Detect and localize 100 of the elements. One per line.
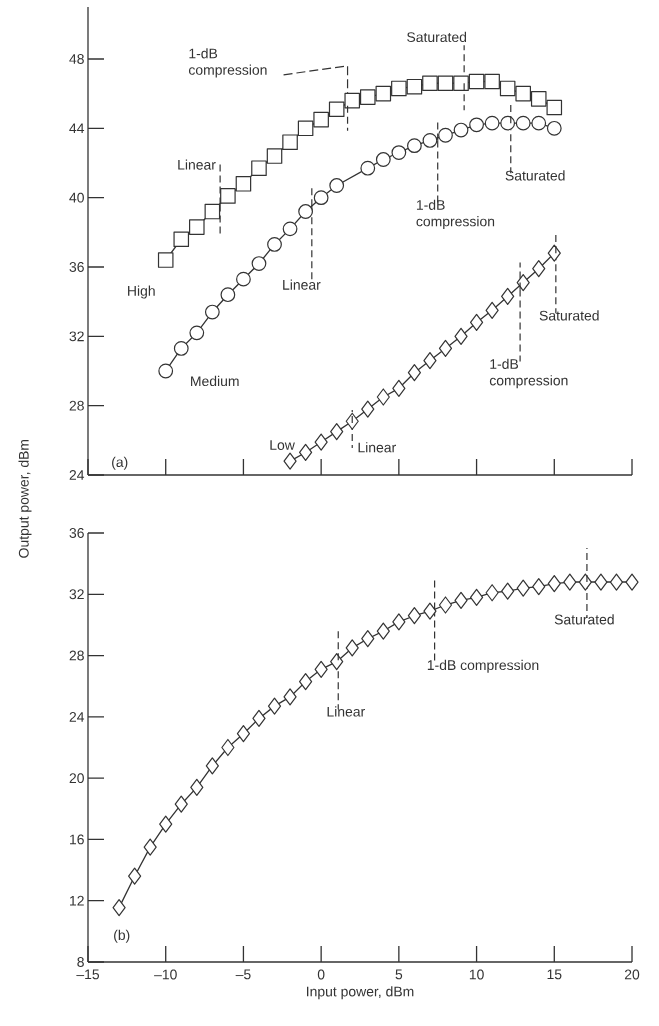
point <box>454 327 468 345</box>
annotation: Saturated <box>505 170 565 181</box>
y-tick-label: 8 <box>77 957 84 967</box>
annotation: 1-dB compression <box>188 48 267 78</box>
y-tick-label: 32 <box>69 589 84 600</box>
point <box>252 709 266 727</box>
point <box>468 73 485 90</box>
point <box>469 117 484 133</box>
point <box>485 301 499 319</box>
point <box>283 688 297 706</box>
point <box>391 145 407 160</box>
point <box>157 252 174 268</box>
point <box>546 120 562 136</box>
series-label: High <box>128 285 155 299</box>
x-tick-label: 0 <box>317 969 325 980</box>
x-tick-label: 15 <box>547 969 562 980</box>
point <box>484 115 500 131</box>
point <box>423 351 437 370</box>
annotation: 1-dB compression <box>427 659 539 673</box>
annotation: Linear <box>178 159 216 170</box>
annotation: 1-dB compression <box>489 358 568 389</box>
point <box>174 795 188 813</box>
point <box>469 588 484 606</box>
point <box>158 363 174 379</box>
point <box>422 75 438 92</box>
y-tick-label: 48 <box>69 54 84 64</box>
point <box>454 591 468 610</box>
point <box>173 231 190 248</box>
point <box>282 134 298 150</box>
point <box>438 596 453 614</box>
point <box>221 738 235 757</box>
point <box>267 697 282 715</box>
point <box>236 725 251 743</box>
point <box>299 673 313 691</box>
point <box>330 653 344 671</box>
point <box>406 78 423 95</box>
point <box>283 452 297 470</box>
point <box>267 237 282 252</box>
point <box>392 613 406 631</box>
point <box>361 400 375 418</box>
point <box>499 80 516 97</box>
y-tick-label: 24 <box>69 470 85 480</box>
point <box>235 175 252 192</box>
point <box>484 73 500 90</box>
point <box>266 148 283 164</box>
series-label: Low <box>270 440 295 450</box>
point <box>407 607 421 625</box>
point <box>298 204 313 219</box>
annotation: (a) <box>112 456 128 470</box>
point <box>515 85 531 102</box>
point <box>594 573 608 591</box>
y-tick-label: 44 <box>69 123 85 134</box>
point <box>530 91 547 107</box>
point <box>112 899 126 917</box>
point <box>547 244 561 262</box>
x-tick-label: –5 <box>235 969 251 980</box>
y-tick-label: 32 <box>69 331 84 342</box>
point <box>375 152 391 167</box>
point <box>438 127 453 143</box>
point <box>376 622 390 640</box>
y-tick-label: 12 <box>70 895 84 906</box>
point <box>359 89 376 105</box>
point <box>220 188 236 204</box>
point <box>437 75 454 92</box>
annotation: Linear <box>283 279 321 290</box>
point <box>143 838 157 856</box>
point <box>532 260 546 278</box>
x-tick-label: 10 <box>469 969 484 980</box>
y-tick-label: 36 <box>69 528 84 538</box>
point <box>563 573 577 591</box>
y-tick-label: 40 <box>69 192 84 203</box>
point <box>314 433 328 451</box>
y-tick-label: 24 <box>69 711 85 722</box>
point <box>469 313 484 332</box>
point <box>159 815 173 833</box>
point <box>453 75 469 92</box>
point <box>344 92 361 109</box>
point <box>375 85 392 102</box>
x-tick-label: 20 <box>624 969 640 980</box>
point <box>345 639 359 657</box>
point <box>516 273 530 292</box>
annotation: Saturated <box>554 614 614 625</box>
x-axis-title: Input power, dBm <box>307 986 414 1000</box>
annotation: (b) <box>114 929 130 943</box>
point <box>546 99 563 116</box>
point <box>625 573 639 591</box>
point <box>501 582 515 600</box>
point <box>392 379 406 397</box>
point <box>220 287 236 303</box>
annotation: Saturated <box>407 31 467 43</box>
point <box>423 602 437 620</box>
point <box>516 579 530 597</box>
y-tick-label: 16 <box>70 834 84 845</box>
point <box>314 660 328 678</box>
point <box>204 304 220 320</box>
annotation: Linear <box>358 442 396 453</box>
point <box>532 578 546 596</box>
point <box>407 364 421 382</box>
point <box>515 115 531 131</box>
point <box>173 341 189 356</box>
